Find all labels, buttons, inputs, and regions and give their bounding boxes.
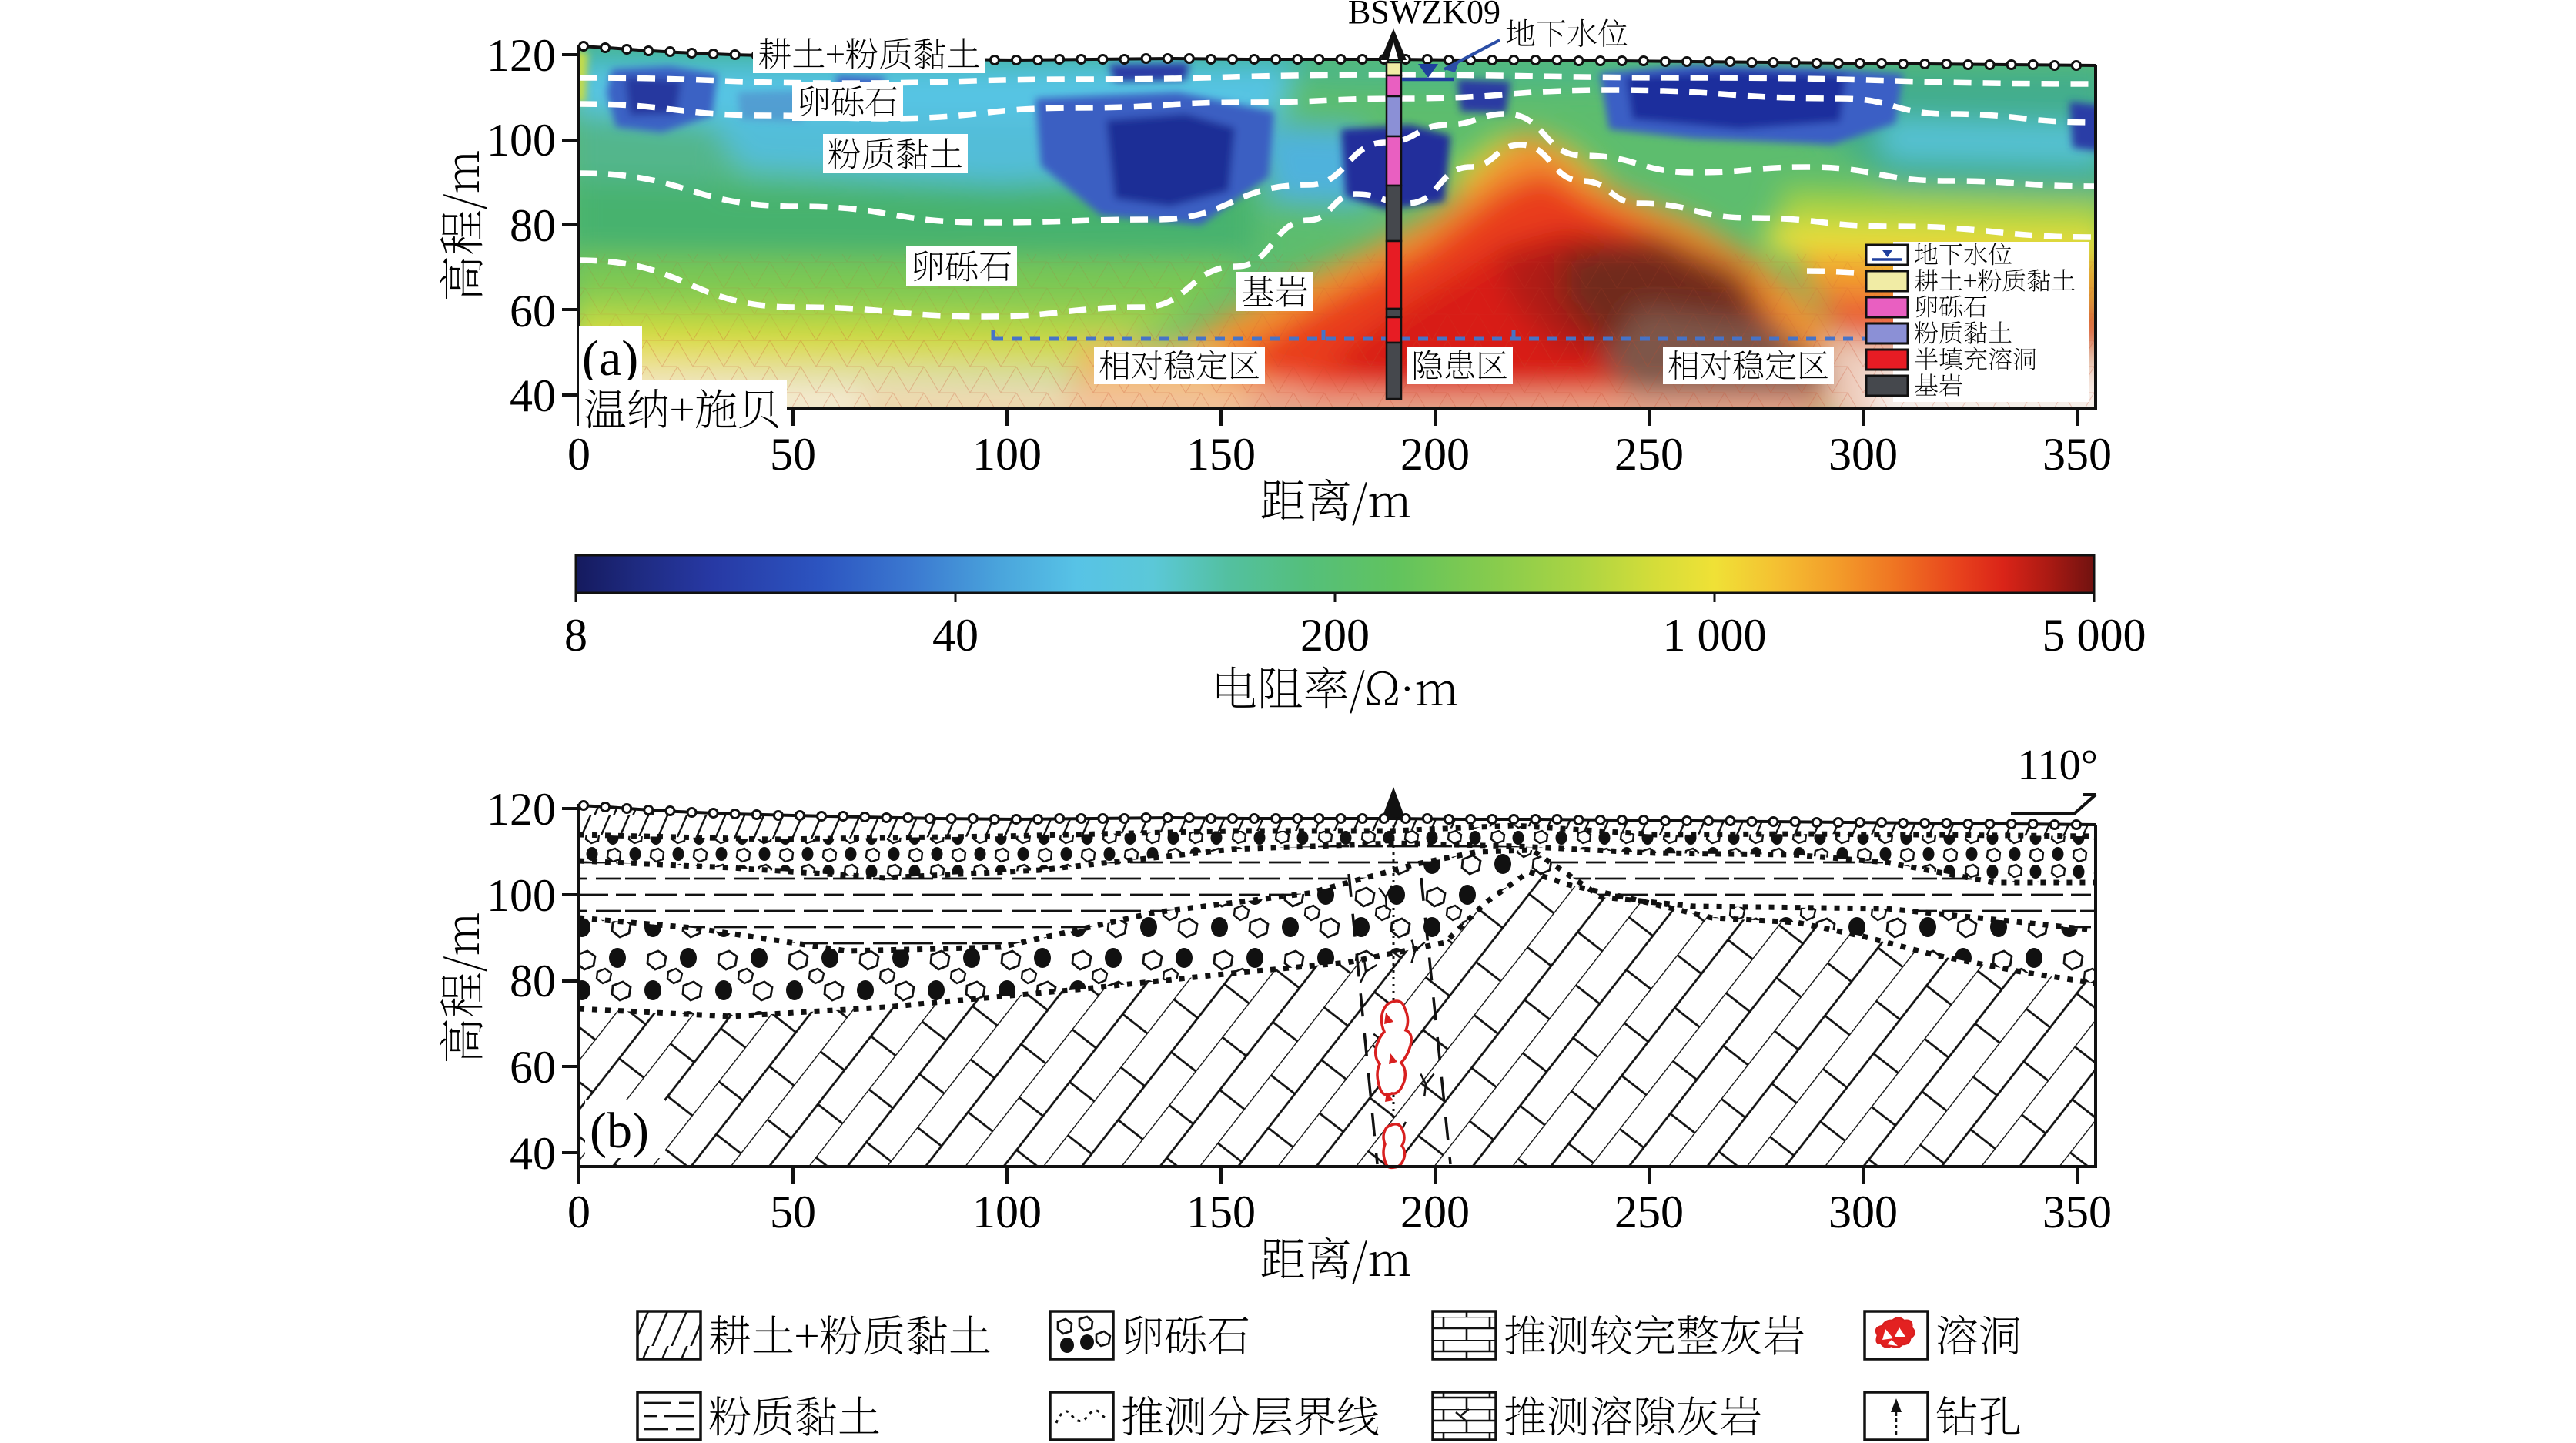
svg-text:50: 50 xyxy=(770,1187,816,1237)
svg-text:110°: 110° xyxy=(2018,742,2098,789)
svg-text:100: 100 xyxy=(972,1187,1042,1237)
svg-text:250: 250 xyxy=(1614,429,1684,480)
svg-text:BSWZK09: BSWZK09 xyxy=(1348,0,1500,31)
svg-text:(a): (a) xyxy=(582,330,638,387)
svg-text:80: 80 xyxy=(510,200,556,251)
svg-text:200: 200 xyxy=(1300,610,1370,661)
svg-text:300: 300 xyxy=(1828,429,1898,480)
svg-text:(b): (b) xyxy=(590,1103,649,1159)
svg-text:60: 60 xyxy=(510,286,556,336)
svg-text:1 000: 1 000 xyxy=(1663,610,1767,661)
svg-text:350: 350 xyxy=(2042,1187,2112,1237)
svg-text:150: 150 xyxy=(1186,429,1256,480)
svg-text:100: 100 xyxy=(487,115,556,166)
svg-text:40: 40 xyxy=(510,1128,556,1179)
svg-text:350: 350 xyxy=(2042,429,2112,480)
svg-text:5 000: 5 000 xyxy=(2042,610,2146,661)
svg-text:40: 40 xyxy=(932,610,979,661)
svg-text:60: 60 xyxy=(510,1042,556,1093)
svg-text:150: 150 xyxy=(1186,1187,1256,1237)
svg-text:8: 8 xyxy=(564,610,587,661)
svg-text:100: 100 xyxy=(487,870,556,921)
svg-text:200: 200 xyxy=(1400,429,1470,480)
svg-text:0: 0 xyxy=(567,1187,590,1237)
svg-text:100: 100 xyxy=(972,429,1042,480)
svg-text:200: 200 xyxy=(1400,1187,1470,1237)
svg-text:120: 120 xyxy=(487,784,556,835)
svg-text:120: 120 xyxy=(487,30,556,81)
svg-text:250: 250 xyxy=(1614,1187,1684,1237)
svg-text:300: 300 xyxy=(1828,1187,1898,1237)
svg-text:40: 40 xyxy=(510,370,556,421)
svg-text:80: 80 xyxy=(510,956,556,1006)
